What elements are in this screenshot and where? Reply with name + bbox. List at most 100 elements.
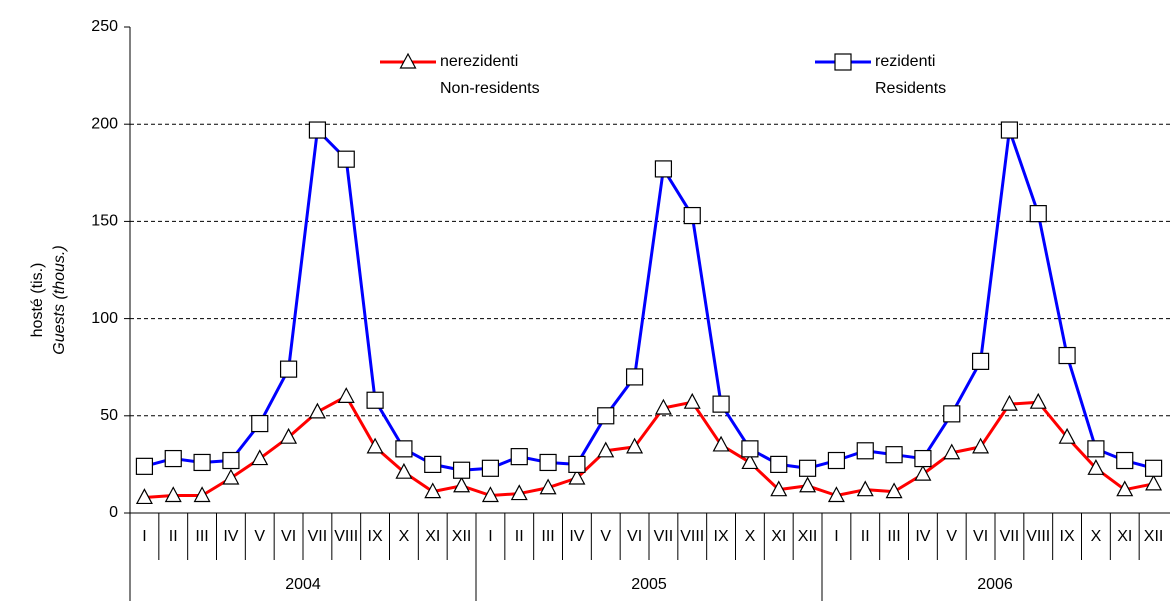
point (395, 440, 413, 458)
point (1116, 480, 1134, 497)
point (280, 427, 298, 444)
year-label: 2005 (631, 576, 667, 593)
x-tick-label: XII (452, 528, 472, 545)
point (539, 453, 557, 472)
point (568, 468, 586, 485)
x-tick-label: XI (771, 528, 786, 545)
point (1058, 346, 1076, 365)
x-tick-label: IV (569, 528, 584, 545)
point (337, 387, 355, 403)
point (971, 352, 990, 370)
point (741, 453, 759, 470)
point (453, 476, 471, 493)
point (741, 440, 759, 458)
legend-label: nerezidenti (440, 53, 518, 70)
y-tick-label: 150 (91, 213, 118, 230)
x-tick-label: IX (368, 528, 383, 545)
point (1145, 474, 1163, 491)
point (597, 407, 615, 425)
point (1087, 459, 1105, 475)
point (135, 457, 154, 475)
y-tick-label: 0 (109, 504, 118, 521)
point (654, 398, 672, 415)
x-tick-label: X (745, 528, 756, 545)
point (568, 455, 586, 473)
x-tick-label: XII (1144, 528, 1164, 545)
x-tick-label: VI (281, 528, 296, 545)
point (770, 455, 788, 473)
y-tick-label: 100 (91, 310, 118, 327)
point (683, 392, 701, 409)
point (510, 484, 528, 501)
point (1000, 394, 1018, 411)
point (625, 368, 644, 386)
x-tick-label: V (254, 528, 265, 545)
x-tick-label: VIII (334, 528, 358, 545)
x-tick-label: VII (654, 528, 674, 545)
point (799, 476, 817, 493)
point (712, 435, 730, 452)
x-tick-label: VII (308, 528, 328, 545)
point (337, 150, 355, 168)
point (164, 486, 182, 503)
point (856, 442, 874, 460)
x-tick-label: I (142, 528, 146, 545)
x-tick-label: IV (915, 528, 930, 545)
point (834, 53, 852, 71)
x-tick-label: XII (798, 528, 818, 545)
point (914, 464, 932, 481)
point (856, 480, 874, 497)
point (1116, 451, 1134, 470)
y-tick-label: 200 (91, 115, 118, 132)
x-tick-label: VII (1000, 528, 1020, 545)
point (424, 482, 442, 499)
x-tick-label: III (195, 528, 208, 545)
series-line (144, 394, 1154, 499)
x-tick-label: IV (223, 528, 238, 545)
point (424, 455, 442, 473)
point (193, 453, 211, 472)
y-axis-label: Guests (thous.) (51, 245, 68, 354)
point (827, 486, 845, 503)
point (399, 52, 417, 69)
point (827, 451, 846, 470)
point (308, 121, 327, 139)
point (164, 449, 182, 468)
point (481, 459, 500, 477)
point (683, 206, 701, 225)
point (452, 461, 471, 479)
x-tick-label: VIII (1026, 528, 1050, 545)
point (366, 437, 384, 454)
legend-label: rezidenti (875, 53, 935, 70)
point (770, 480, 788, 497)
y-tick-label: 250 (91, 18, 118, 35)
point (279, 360, 298, 378)
x-tick-label: XI (1117, 528, 1132, 545)
y-axis-label: hosté (tis.) (29, 263, 46, 338)
point (914, 449, 932, 468)
point (222, 451, 240, 470)
x-tick-label: X (1091, 528, 1102, 545)
point (1029, 392, 1047, 409)
x-tick-label: III (541, 528, 554, 545)
point (597, 441, 615, 458)
point (251, 414, 269, 433)
point (1058, 427, 1076, 444)
point (712, 395, 730, 413)
x-tick-label: XI (425, 528, 440, 545)
point (654, 160, 673, 178)
point (1000, 121, 1019, 139)
x-tick-label: X (399, 528, 410, 545)
point (222, 468, 240, 485)
point (1087, 440, 1105, 458)
x-tick-label: II (861, 528, 870, 545)
legend-label: Non-residents (440, 80, 540, 97)
point (943, 405, 961, 423)
series-line (144, 128, 1154, 472)
year-label: 2004 (285, 576, 321, 593)
x-tick-label: V (600, 528, 611, 545)
x-tick-label: III (887, 528, 900, 545)
x-tick-label: IX (714, 528, 729, 545)
point (885, 446, 903, 464)
x-tick-label: VI (627, 528, 642, 545)
